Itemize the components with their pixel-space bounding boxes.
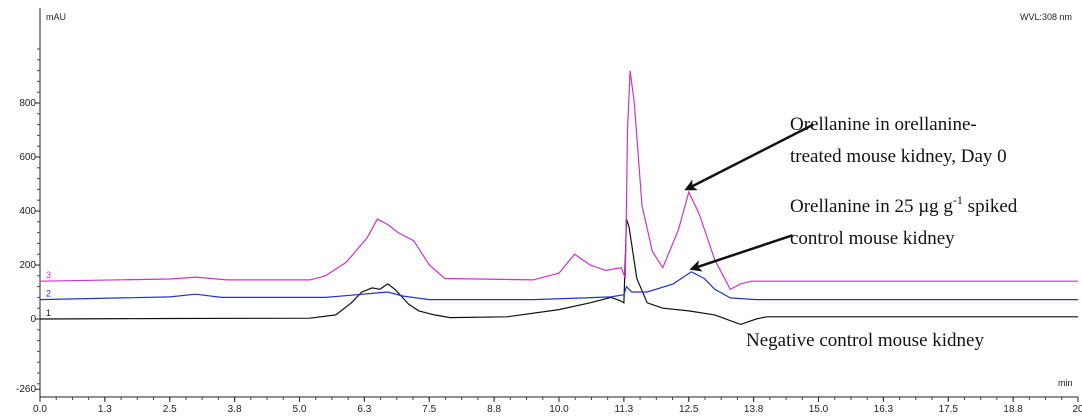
y-tick-label: 200 [19,260,36,271]
y-unit-label: mAU [46,12,66,22]
annotation-treated-line2: treated mouse kidney, Day 0 [790,146,1007,167]
trace-1 [39,218,1078,326]
x-tick-label: 16.3 [874,404,894,415]
trace-number-1: 1 [46,308,51,318]
x-tick-label: 5.0 [293,404,307,415]
annotation-spiked-sup: -1 [953,193,963,207]
trace-2 [39,271,1078,301]
trace-3 [39,70,1078,291]
wavelength-label: WVL:308 nm [1020,12,1072,22]
y-tick-label: 0 [30,314,36,325]
x-tick-label: 1.3 [98,404,112,415]
trace-number-3: 3 [46,270,51,280]
series-group: 1 2 3 [39,70,1078,326]
x-tick-labels: 0.0 1.3 2.5 3.8 5.0 6.3 7.5 8.8 10.0 11.3 12.5 13.8… [33,397,1082,415]
arrow-orellanine-treated [684,123,814,191]
annotation-negative-control: Negative control mouse kidney [746,330,984,351]
x-tick-label: 2.5 [163,404,177,415]
y-tick-label: 600 [19,152,36,163]
x-tick-label: 18.8 [1003,404,1023,415]
x-tick-label: 0.0 [33,404,47,415]
annotation-spiked-line1: Orellanine in 25 µg g-1 spiked [790,193,1018,217]
trace-number-2: 2 [46,289,51,299]
x-unit-label: min [1058,378,1073,388]
arrow-orellanine-spiked [689,234,793,272]
annotation-spiked-line2: control mouse kidney [790,228,955,249]
annotation-spiked-post: spiked [963,196,1018,217]
x-tick-label: 12.5 [679,404,699,415]
y-tick-label: 800 [19,98,36,109]
x-tick-label: 13.8 [744,404,764,415]
x-tick-label: 11.3 [615,404,634,415]
x-tick-label: 17.5 [939,404,959,415]
x-tick-label: 10.0 [549,404,569,415]
y-tick-labels: -260 0 200 400 600 800 [16,98,40,395]
annotation-treated-line1: Orellanine in orellanine- [790,114,977,135]
x-tick-label: 7.5 [422,404,436,415]
x-tick-label: 6.3 [357,404,371,415]
x-tick-label: 3.8 [228,404,242,415]
x-tick-label: 8.8 [487,404,501,415]
y-tick-label: 400 [19,206,36,217]
y-tick-label: -260 [16,384,36,395]
x-tick-label: 15.0 [809,404,829,415]
x-tick-label: 20 [1072,404,1082,415]
annotation-spiked-pre: Orellanine in 25 µg g [790,196,953,217]
